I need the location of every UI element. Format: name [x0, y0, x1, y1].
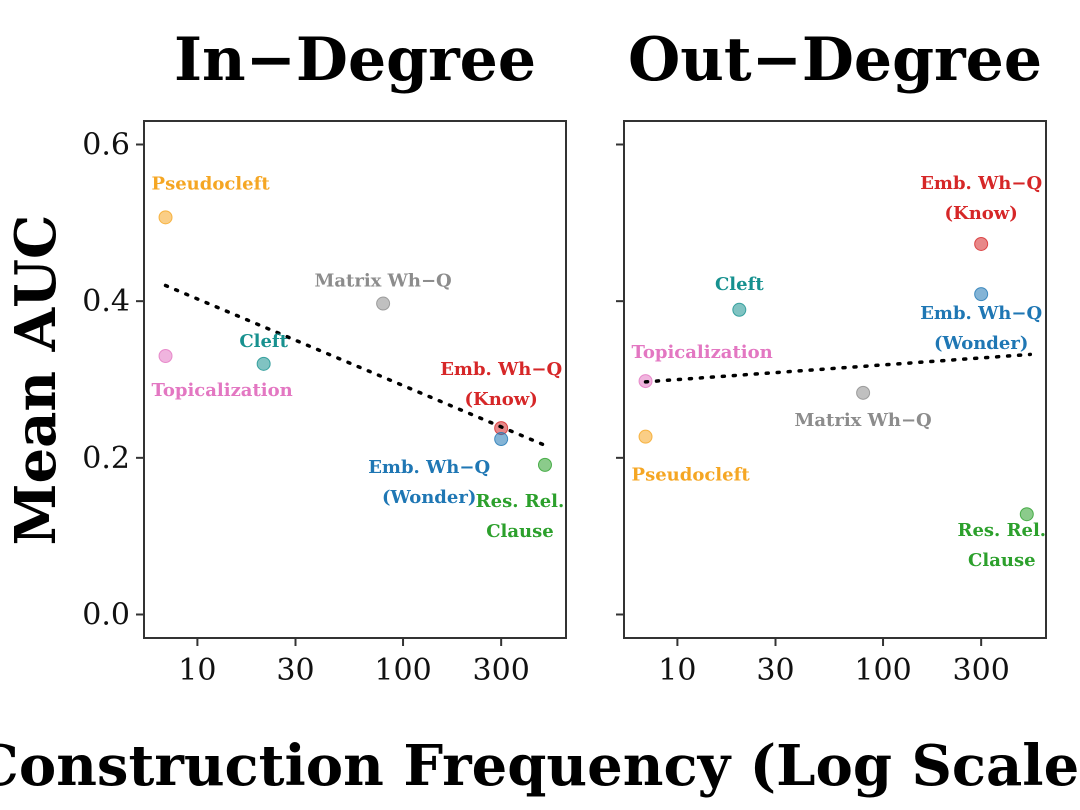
- x-tick-label: 100: [374, 653, 431, 688]
- point-label-line: Pseudocleft: [152, 173, 271, 194]
- data-point: [1019, 507, 1034, 522]
- point-label: Cleft: [239, 331, 288, 352]
- y-tick-label: 0.4: [82, 284, 130, 319]
- point-label: Emb. Wh−Q (Wonder): [920, 303, 1042, 354]
- point-label-line: Cleft: [715, 274, 764, 295]
- plot-frame: [143, 120, 567, 639]
- point-label-line: Emb. Wh−Q: [440, 359, 562, 380]
- x-axis-title: Construction Frequency (Log Scale): [0, 733, 1080, 799]
- point-label-line: Emb. Wh−Q: [368, 457, 490, 478]
- data-point: [537, 457, 552, 472]
- point-label-line: Res. Rel.: [476, 491, 565, 512]
- point-label: Emb. Wh−Q (Wonder): [368, 457, 490, 508]
- data-point: [974, 236, 989, 251]
- point-label-line: Clause: [486, 521, 554, 542]
- data-point: [256, 356, 271, 371]
- x-tick-label: 30: [276, 653, 314, 688]
- y-axis-title: Mean AUC: [3, 215, 69, 546]
- y-tick-label: 0.2: [82, 441, 130, 476]
- data-point: [638, 429, 653, 444]
- point-label-line: Res. Rel.: [957, 520, 1046, 541]
- point-label-line: Emb. Wh−Q: [920, 173, 1042, 194]
- point-label-line: Topicalization: [632, 342, 773, 363]
- trend-line: [163, 283, 549, 448]
- point-label: Pseudocleft: [632, 465, 751, 486]
- point-label-line: Matrix Wh−Q: [314, 271, 451, 292]
- data-point: [856, 385, 871, 400]
- point-label-line: (Wonder): [934, 333, 1028, 354]
- y-tick-label: 0.0: [82, 598, 130, 633]
- data-point: [158, 349, 173, 363]
- point-label-line: (Know): [465, 389, 538, 410]
- point-label: Pseudocleft: [152, 173, 271, 194]
- panel-title: Out−Degree: [628, 25, 1042, 95]
- point-label: Emb. Wh−Q (Know): [440, 359, 562, 410]
- point-label: Cleft: [715, 274, 764, 295]
- point-label-line: Cleft: [239, 331, 288, 352]
- point-label-line: Matrix Wh−Q: [794, 410, 931, 431]
- point-label: Topicalization: [632, 342, 773, 363]
- panel-title: In−Degree: [174, 25, 536, 95]
- data-point: [376, 296, 391, 311]
- point-label-line: Topicalization: [152, 380, 293, 401]
- point-label: Matrix Wh−Q: [794, 410, 931, 431]
- data-point: [732, 302, 747, 317]
- plot-frame: [623, 120, 1047, 639]
- data-point: [974, 287, 989, 302]
- point-label-line: (Wonder): [382, 487, 476, 508]
- point-label: Emb. Wh−Q (Know): [920, 173, 1042, 224]
- x-tick-label: 10: [658, 653, 696, 688]
- point-label: Matrix Wh−Q: [314, 271, 451, 292]
- data-point: [158, 210, 173, 225]
- point-label-line: Pseudocleft: [632, 465, 751, 486]
- point-label: Res. Rel. Clause: [476, 491, 565, 542]
- panel-in-degree: In−Degree 10 30 100 300 0.0 0.2 0.4 0.6 Pseudocle…: [82, 25, 567, 688]
- point-label-line: Emb. Wh−Q: [920, 303, 1042, 324]
- data-point: [494, 432, 509, 447]
- point-label-line: Clause: [968, 550, 1036, 571]
- x-tick-label: 300: [953, 653, 1010, 688]
- x-tick-label: 30: [756, 653, 794, 688]
- x-tick-label: 10: [178, 653, 216, 688]
- x-tick-label: 100: [854, 653, 911, 688]
- point-label: Topicalization: [152, 380, 293, 401]
- x-tick-label: 300: [473, 653, 530, 688]
- point-label-line: (Know): [945, 203, 1018, 224]
- y-tick-label: 0.6: [82, 128, 130, 163]
- trend-line: [643, 352, 1033, 384]
- point-label: Res. Rel. Clause: [957, 520, 1046, 571]
